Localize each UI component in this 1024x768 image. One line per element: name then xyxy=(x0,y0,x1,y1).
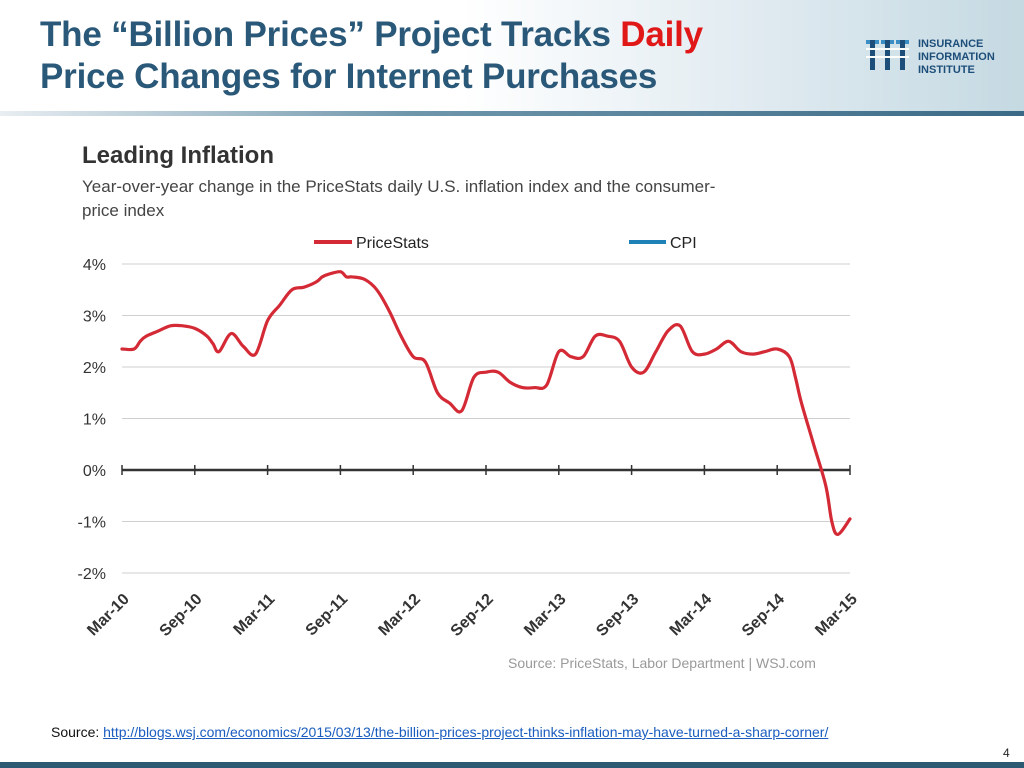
x-tick-label: Sep-14 xyxy=(739,591,788,640)
slide-header xyxy=(0,0,1024,112)
series-lines xyxy=(120,270,852,536)
y-tick-label: 2% xyxy=(83,360,106,377)
iii-logo: INSURANCE INFORMATION INSTITUTE xyxy=(866,36,995,78)
chart-title: Leading Inflation xyxy=(82,142,274,169)
y-tick-label: 4% xyxy=(83,257,106,274)
series-line-pricestats xyxy=(120,270,852,536)
x-tick-label: Sep-12 xyxy=(448,591,497,640)
gridlines xyxy=(122,263,850,574)
source-link[interactable]: http://blogs.wsj.com/economics/2015/03/1… xyxy=(103,724,829,740)
x-tick-label: Mar-12 xyxy=(376,591,425,640)
slide-title: The “Billion Prices” Project Tracks Dail… xyxy=(40,14,703,98)
logo-wordmark: INSURANCE INFORMATION INSTITUTE xyxy=(918,38,995,77)
x-tick-label: Sep-13 xyxy=(593,591,642,640)
logo-line-1: INSURANCE xyxy=(918,37,984,50)
logo-line-3: INSTITUTE xyxy=(918,63,975,76)
title-part1: The “Billion Prices” Project Tracks xyxy=(40,15,621,54)
page-number: 4 xyxy=(1003,746,1010,760)
y-tick-label: 3% xyxy=(83,309,106,326)
x-tick-label: Sep-10 xyxy=(157,591,206,640)
title-part2: Price Changes for Internet Purchases xyxy=(40,57,658,96)
legend-label-cpi: CPI xyxy=(670,235,697,252)
y-axis: 4% 3% 2% 1% 0% -1% -2% xyxy=(78,257,106,583)
x-tick-label: Mar-14 xyxy=(667,591,716,640)
chart-subtitle-line-1: Year-over-year change in the PriceStats … xyxy=(82,177,715,196)
chart-subtitle-line-2: price index xyxy=(82,201,165,220)
logo-line-2: INFORMATION xyxy=(918,50,995,63)
source-label: Source: xyxy=(51,724,104,740)
legend-label-pricestats: PriceStats xyxy=(356,235,429,252)
x-axis xyxy=(121,465,851,475)
x-tick-label: Mar-11 xyxy=(231,591,279,639)
chart-legend: PriceStats CPI xyxy=(314,235,697,252)
iii-logo-icon xyxy=(866,40,909,70)
y-tick-label: 1% xyxy=(83,412,106,429)
x-tick-label: Mar-13 xyxy=(521,591,570,640)
inflation-chart: Leading Inflation Year-over-year change … xyxy=(60,130,861,671)
y-tick-label: -1% xyxy=(78,515,106,532)
header-divider xyxy=(0,111,1024,116)
x-tick-label: Mar-10 xyxy=(84,591,133,640)
x-tick-labels: Mar-10 Sep-10 Mar-11 Sep-11 Mar-12 Sep-12 Mar-… xyxy=(84,591,861,640)
y-tick-label: 0% xyxy=(83,463,106,480)
chart-source-note: Source: PriceStats, Labor Department | W… xyxy=(508,655,816,671)
footer-bar xyxy=(0,762,1024,768)
x-tick-label: Sep-11 xyxy=(303,591,352,640)
y-tick-label: -2% xyxy=(78,566,106,583)
x-tick-label: Mar-15 xyxy=(812,591,861,640)
source-line: Source: http://blogs.wsj.com/economics/2… xyxy=(51,724,828,740)
title-highlight: Daily xyxy=(620,15,703,54)
